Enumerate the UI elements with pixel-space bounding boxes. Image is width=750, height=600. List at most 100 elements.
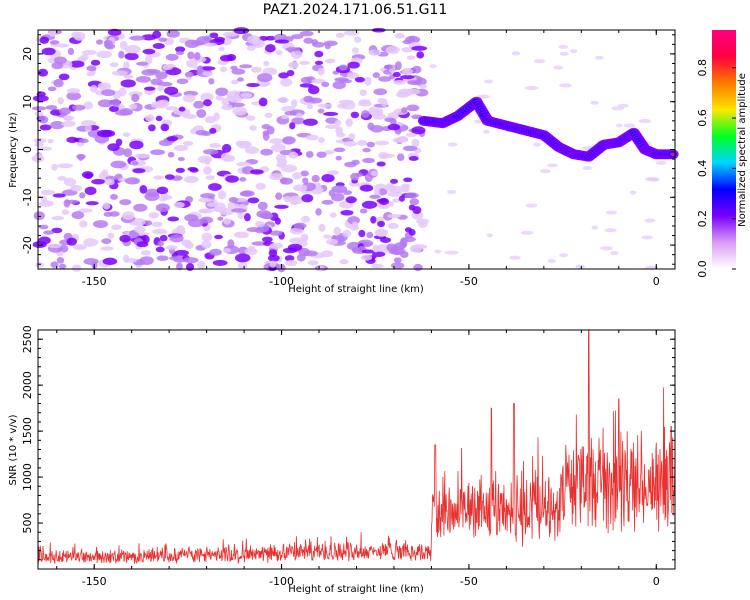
spectrogram-blob [339,79,352,84]
spectrogram-blob [66,237,78,246]
colorbar: 0.0 0.2 0.4 0.6 0.8 Normalized spectral ampl… [696,30,748,278]
spectrogram-blob [157,85,164,92]
spectrogram-blob [358,100,372,107]
spectrogram-blob [364,76,372,86]
spectrogram-blob [335,155,342,161]
y-tick-label: 1000 [21,463,34,491]
spectrogram-blob [570,49,578,54]
spectrogram-blob [79,192,86,199]
spectrogram-blob [301,215,311,223]
ridge-core [670,152,676,157]
spectrogram-blob [79,220,88,228]
spectrogram-blob [184,214,199,222]
spectrogram-blob [284,111,298,116]
spectrogram-blob [350,172,360,181]
spectrogram-blob [112,70,128,77]
spectrogram-blob [221,143,232,153]
spectrogram-blob [372,72,380,79]
spectrogram-blob [102,257,118,266]
spectrogram-blob [354,36,362,43]
spectrogram-blob [289,227,304,235]
spectrogram-blob [486,233,493,238]
spectrogram-blob [368,106,379,115]
spectrogram-blob [277,97,289,103]
spectrogram-blob [91,178,106,185]
spectrogram-blob [559,83,572,88]
spectrogram-blob [327,170,340,176]
spectrogram-blob [193,100,205,109]
spectrogram-blob [227,239,235,249]
spectrogram-blob [111,98,121,108]
spectrogram-blob [358,229,366,238]
spectrogram-blob [34,142,44,147]
spectrogram-blob [136,61,149,66]
spectrogram-blob [164,174,175,180]
spectrogram-blob [377,220,385,228]
spectrogram-blob [299,83,314,88]
spectrogram-blob [233,231,250,239]
spectrogram-blob [123,148,132,158]
spectrogram-blob [150,149,165,156]
spectrogram-blob [615,123,623,128]
spectrogram-blob [38,236,51,245]
spectrogram-blob [444,250,459,255]
spectrogram-blob [387,123,401,131]
spectrogram-blob [97,82,108,90]
spectrogram-blob [429,64,437,69]
spectrogram-blob [407,80,422,86]
spectrogram-blob [239,190,253,197]
spectrogram-blob [167,216,180,222]
spectrogram-blob [64,199,79,204]
spectrogram-blob [333,226,342,236]
spectrogram-blob [332,81,346,90]
spectrogram-blob [143,86,156,91]
spectrogram-blob [203,99,212,107]
spectrogram-blob [285,259,298,266]
spectrogram-blob [228,197,239,203]
spectrogram-blob [152,30,162,39]
spectrogram-blob [264,44,276,53]
spectrogram-blob [164,86,179,95]
spectrogram-blob [379,237,392,243]
spectrogram-blob [295,112,303,118]
y-tick-label: 0 [21,146,34,153]
spectrogram-blob [374,187,381,196]
spectrogram-blob [296,253,306,262]
spectrogram-blob [86,65,97,72]
spectrogram-blob [218,46,225,52]
spectrogram-blob [58,263,67,269]
spectrogram-blob [305,134,319,141]
spectrogram-blob [120,79,136,88]
spectrogram-blob [129,35,145,41]
spectrogram-blob [212,259,228,266]
spectrogram-blob [155,203,170,213]
spectrogram-blob [153,175,164,180]
spectrogram-blob [186,262,195,271]
spectrogram-blob [56,256,65,264]
spectrogram-blob [378,204,390,210]
spectrogram-blob [176,78,189,85]
spectrogram-blob [109,62,119,68]
spectrogram-blob [102,202,111,210]
spectrogram-blob [182,94,196,103]
spectrogram-blob [333,147,346,153]
spectrogram-blob [590,100,599,105]
spectrogram-blob [122,211,135,220]
spectrogram-blob [119,40,128,50]
spectrogram-blob [33,211,45,221]
spectrogram-blob [520,230,534,235]
spectrogram-blob [376,161,386,167]
spectrogram-blob [342,230,352,238]
spectrogram-blob [156,255,169,261]
spectrogram-blob [394,32,405,39]
spectrogram-blob [256,73,273,83]
spectrogram-blob [243,213,251,222]
spectrogram-blob [368,49,382,56]
spectrogram-blob [275,192,283,200]
spectrogram-blob [280,114,289,120]
spectrogram-blob [366,231,374,239]
spectrogram-blob [221,98,229,106]
spectrogram-blob [408,204,416,211]
spectrogram-blob [71,264,82,272]
spectrogram-blob [222,247,232,253]
